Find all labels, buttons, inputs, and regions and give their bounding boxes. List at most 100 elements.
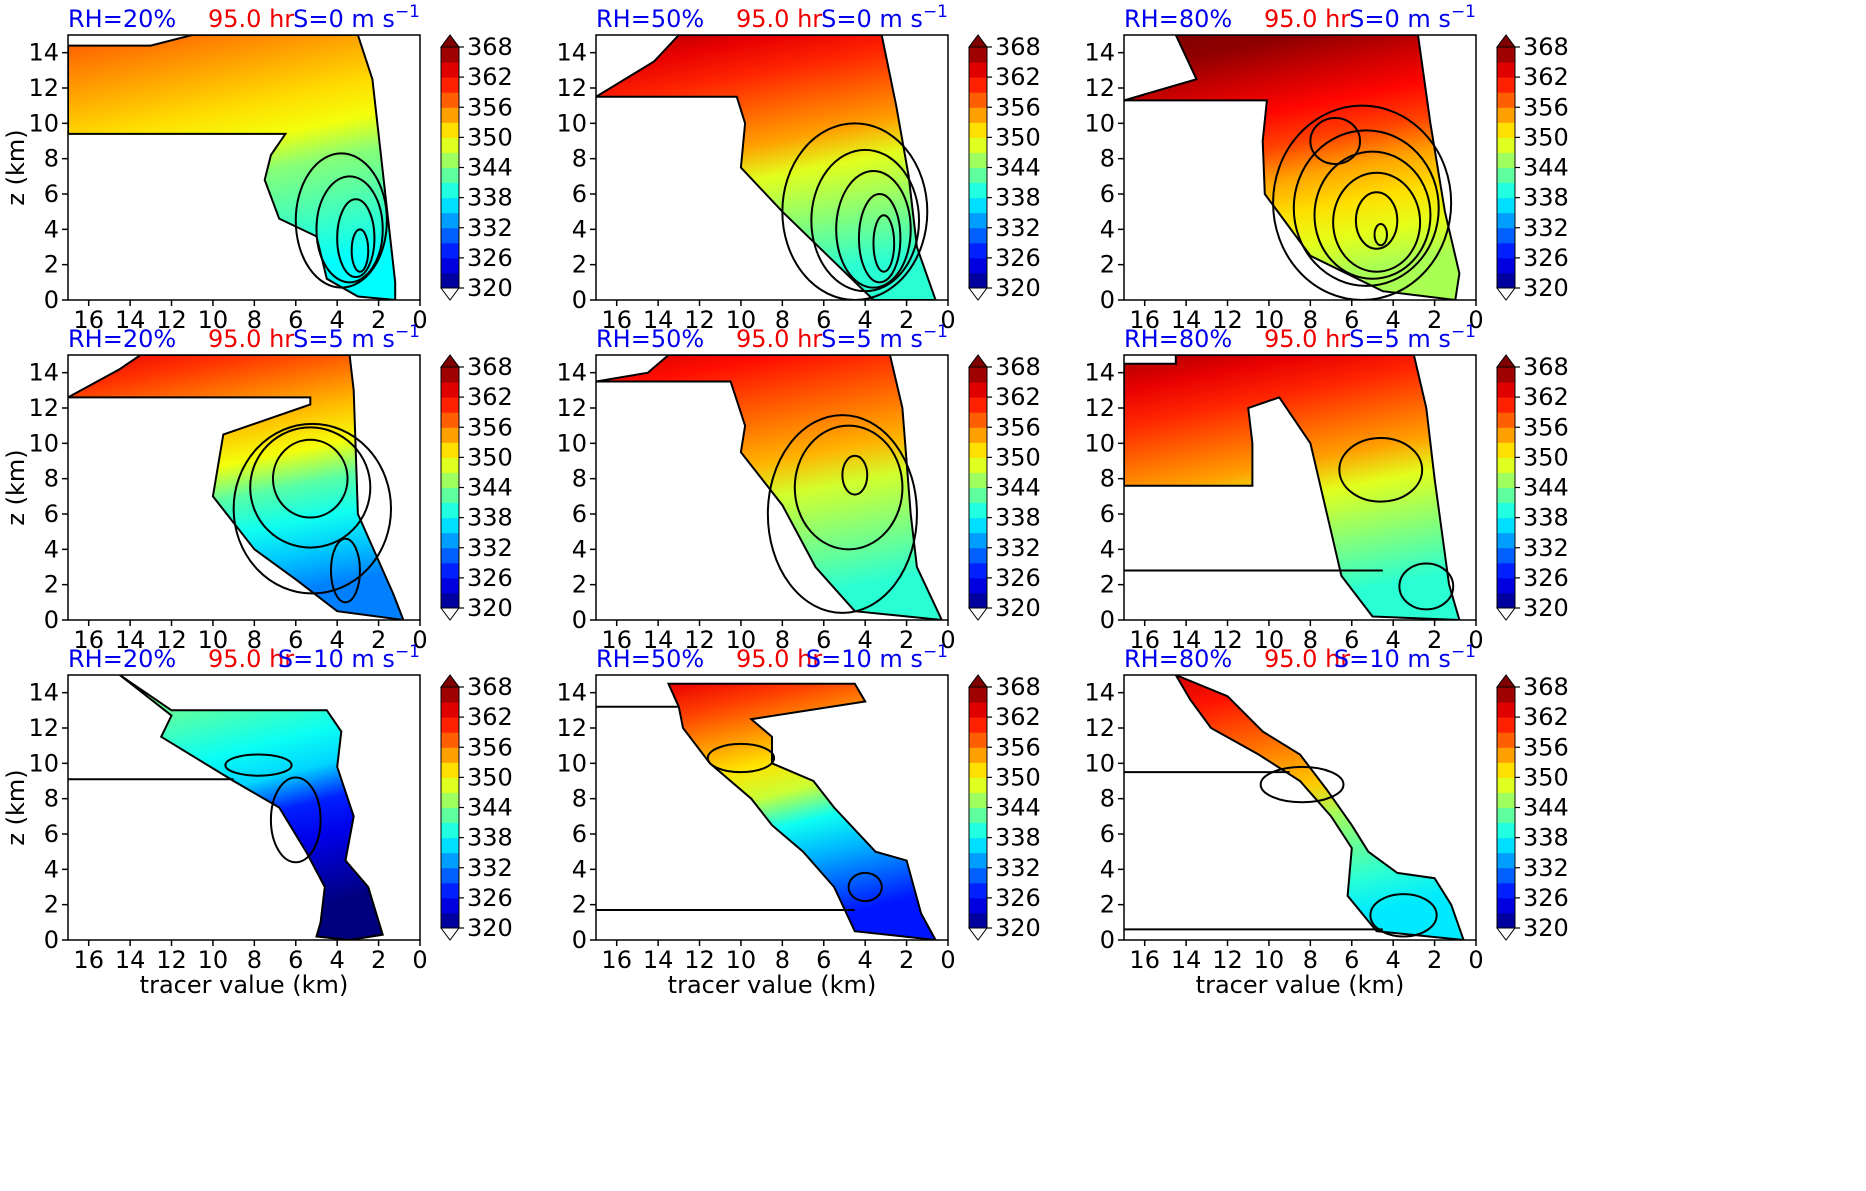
colorbar-band	[441, 107, 459, 123]
x-tick-label: 10	[1254, 626, 1285, 654]
colorbar-band	[969, 77, 987, 93]
colorbar-band	[441, 577, 459, 594]
contour-line	[315, 175, 384, 284]
rh-label: RH=20%	[68, 5, 176, 33]
colorbar-band	[969, 272, 987, 289]
x-tick-label: 2	[1427, 626, 1442, 654]
x-tick-label: 6	[1344, 946, 1359, 974]
colorbar-band	[1497, 212, 1515, 229]
colorbar-band	[969, 687, 987, 703]
colorbar-tick-label: 320	[467, 594, 513, 622]
y-tick-label: 2	[44, 251, 59, 279]
colorbar-band	[441, 412, 459, 428]
colorbar-band	[1497, 777, 1515, 793]
colorbar-band	[969, 412, 987, 428]
time-label: 95.0 hr	[208, 325, 294, 353]
y-tick-label: 4	[572, 855, 587, 883]
colorbar-tick-label: 338	[467, 184, 513, 212]
colorbar-band	[1497, 167, 1515, 184]
field-region	[596, 355, 943, 620]
contour-line	[781, 122, 929, 300]
x-axis-label: tracer value (km)	[140, 971, 349, 999]
colorbar-tick-label: 362	[467, 63, 513, 91]
colorbar-tick-label: 350	[995, 763, 1041, 791]
colorbar-band	[441, 122, 459, 138]
y-tick-label: 0	[572, 286, 587, 314]
x-tick-label: 8	[775, 626, 790, 654]
x-tick-label: 10	[1254, 306, 1285, 334]
x-tick-label: 16	[1129, 306, 1160, 334]
y-tick-label: 2	[572, 891, 587, 919]
y-tick-label: 10	[556, 749, 587, 777]
colorbar-tick-label: 326	[467, 244, 513, 272]
x-tick-label: 12	[156, 946, 187, 974]
y-tick-label: 10	[556, 429, 587, 457]
colorbar-extend-min	[968, 607, 988, 621]
colorbar-tick-label: 362	[995, 63, 1041, 91]
colorbar-tick-label: 356	[1523, 413, 1569, 441]
colorbar-band	[441, 792, 459, 808]
colorbar-tick-label: 368	[1523, 673, 1569, 701]
colorbar-tick-label: 368	[467, 33, 513, 61]
colorbar-band	[969, 457, 987, 473]
colorbar-band	[969, 382, 987, 398]
colorbar-band	[969, 577, 987, 594]
x-tick-label: 16	[601, 626, 632, 654]
colorbar-tick-label: 326	[1523, 884, 1569, 912]
x-tick-label: 8	[775, 946, 790, 974]
colorbar-band	[441, 197, 459, 214]
x-tick-label: 0	[940, 946, 955, 974]
contour-line	[269, 776, 322, 864]
colorbar-tick-label: 332	[467, 214, 513, 242]
colorbar-band	[441, 397, 459, 413]
colorbar-tick-label: 320	[995, 274, 1041, 302]
colorbar-band	[441, 167, 459, 184]
y-tick-label: 10	[28, 749, 59, 777]
colorbar-tick-label: 326	[995, 564, 1041, 592]
colorbar-tick-label: 356	[995, 413, 1041, 441]
x-tick-label: 6	[1344, 306, 1359, 334]
colorbar-tick-label: 368	[1523, 353, 1569, 381]
x-tick-label: 4	[1386, 626, 1401, 654]
colorbar-tick-label: 338	[995, 824, 1041, 852]
colorbar-band	[441, 137, 459, 153]
contour-line	[224, 753, 293, 777]
colorbar-band	[1497, 717, 1515, 733]
colorbar-tick-label: 344	[995, 474, 1041, 502]
y-tick-label: 12	[1084, 74, 1115, 102]
colorbar-extend-max	[440, 34, 460, 48]
x-tick-label: 16	[73, 946, 104, 974]
colorbar-tick-label: 344	[467, 154, 513, 182]
colorbar-band	[1497, 517, 1515, 534]
y-tick-label: 2	[1100, 251, 1115, 279]
colorbar-tick-label: 326	[1523, 244, 1569, 272]
colorbar-band	[441, 47, 459, 63]
colorbar-tick-label: 332	[1523, 854, 1569, 882]
contour-line	[336, 198, 376, 279]
colorbar-band	[441, 517, 459, 534]
y-tick-label: 12	[28, 74, 59, 102]
x-tick-label: 0	[412, 946, 427, 974]
y-tick-label: 2	[44, 571, 59, 599]
colorbar-tick-label: 368	[467, 673, 513, 701]
colorbar-tick-label: 332	[995, 854, 1041, 882]
colorbar-band	[1497, 122, 1515, 138]
colorbar-band	[1497, 502, 1515, 519]
colorbar-tick-label: 350	[467, 763, 513, 791]
contour-line	[847, 871, 883, 903]
y-tick-label: 8	[1100, 465, 1115, 493]
colorbar-band	[441, 837, 459, 854]
y-tick-label: 4	[44, 535, 59, 563]
y-tick-label: 10	[28, 109, 59, 137]
y-axis-label: z (km)	[2, 129, 30, 205]
colorbar-tick-label: 332	[995, 534, 1041, 562]
x-tick-label: 4	[1386, 946, 1401, 974]
colorbar-band	[441, 472, 459, 488]
colorbar-tick-label: 338	[1523, 824, 1569, 852]
colorbar-band	[1497, 412, 1515, 428]
y-tick-label: 0	[44, 926, 59, 954]
colorbar-band	[969, 562, 987, 579]
